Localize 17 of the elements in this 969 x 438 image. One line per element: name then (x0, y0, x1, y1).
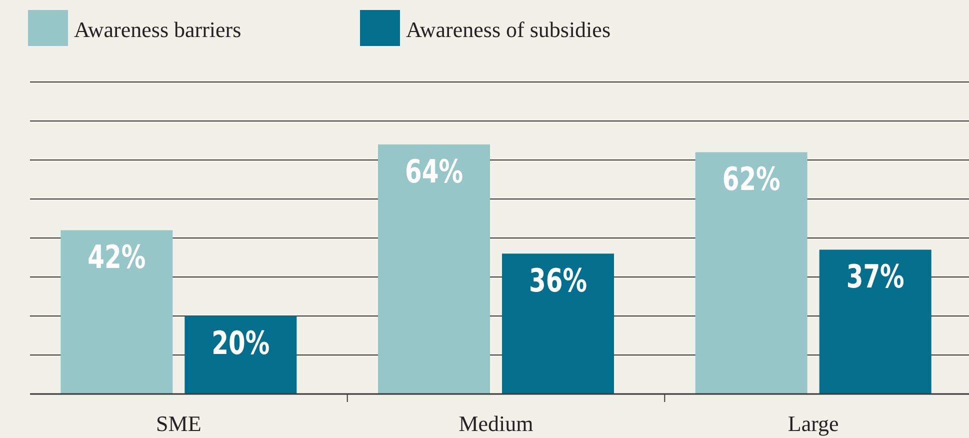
legend-label: Awareness of subsidies (406, 17, 610, 42)
x-tick-label: Large (788, 411, 839, 436)
data-label: 37% (846, 258, 916, 296)
x-tick-label: SME (156, 411, 202, 436)
bar (819, 250, 932, 394)
bar (378, 144, 490, 394)
legend-label: Awareness barriers (74, 17, 242, 42)
bar (60, 230, 173, 394)
bar (502, 254, 614, 394)
x-tick-label: Medium (458, 411, 534, 436)
data-label: 62% (722, 160, 792, 198)
bar (695, 152, 808, 394)
data-label: 42% (88, 238, 157, 276)
bar (184, 316, 297, 394)
data-label: 36% (529, 262, 598, 300)
data-label: 64% (405, 152, 474, 190)
data-label: 20% (212, 324, 281, 362)
